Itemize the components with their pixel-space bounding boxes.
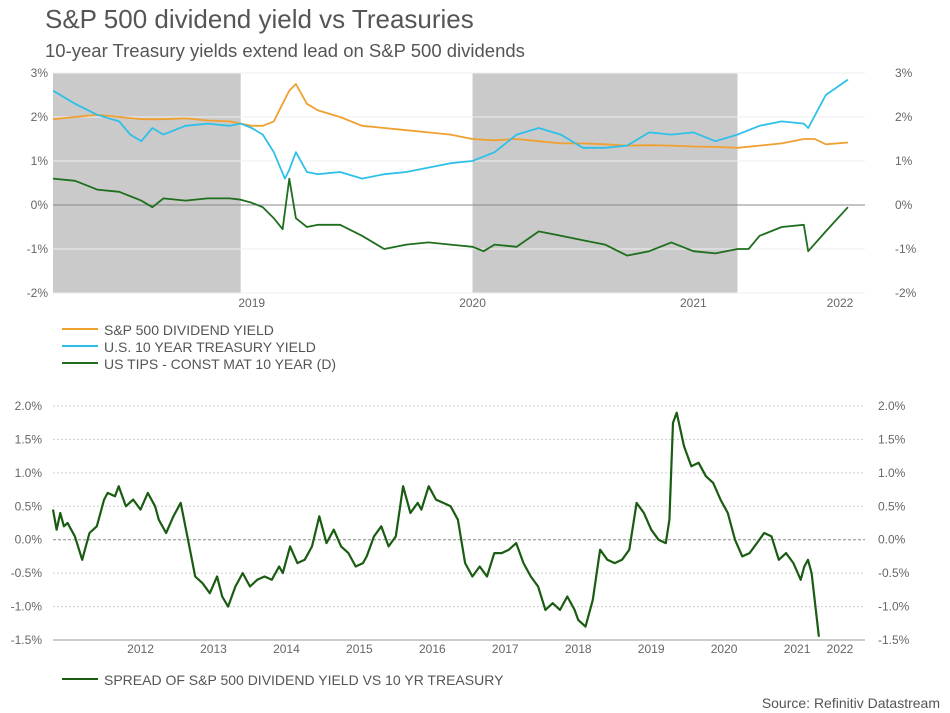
y-tick-label-left: 0.0% xyxy=(15,533,43,547)
legend-label-treasury: U.S. 10 YEAR TREASURY YIELD xyxy=(104,339,316,355)
y-tick-label-left: 0% xyxy=(31,198,49,212)
y-tick-label-right: 1.0% xyxy=(878,466,906,480)
x-tick-label: 2021 xyxy=(784,642,811,656)
y-tick-label-right: -0.5% xyxy=(878,566,910,580)
top-legend: S&P 500 DIVIDEND YIELD U.S. 10 YEAR TREA… xyxy=(62,322,336,373)
y-tick-label-right: -1.0% xyxy=(878,600,910,614)
y-tick-label-right: -2% xyxy=(895,286,917,300)
x-tick-label: 2016 xyxy=(419,642,446,656)
y-tick-label-left: 1% xyxy=(31,154,49,168)
series-line-treasury xyxy=(52,78,849,180)
series-line-spread xyxy=(51,411,820,637)
y-tick-label-right: 1% xyxy=(895,154,913,168)
legend-label-spread: SPREAD OF S&P 500 DIVIDEND YIELD VS 10 Y… xyxy=(104,672,504,688)
shaded-period-1 xyxy=(472,73,738,293)
legend-swatch-dividend xyxy=(62,328,98,331)
x-tick-label: 2018 xyxy=(565,642,592,656)
legend-label-dividend: S&P 500 DIVIDEND YIELD xyxy=(104,322,274,338)
legend-swatch-tips xyxy=(62,362,98,365)
y-tick-label-right: 2.0% xyxy=(878,399,906,413)
y-tick-label-left: -0.5% xyxy=(11,566,43,580)
legend-item-dividend: S&P 500 DIVIDEND YIELD xyxy=(62,322,336,339)
y-tick-label-right: 0.5% xyxy=(878,499,906,513)
y-tick-label-right: 2% xyxy=(895,110,913,124)
x-tick-label: 2017 xyxy=(492,642,519,656)
legend-item-spread: SPREAD OF S&P 500 DIVIDEND YIELD VS 10 Y… xyxy=(62,672,503,689)
x-tick-label: 2012 xyxy=(127,642,154,656)
legend-item-tips: US TIPS - CONST MAT 10 YEAR (D) xyxy=(62,356,336,373)
legend-label-tips: US TIPS - CONST MAT 10 YEAR (D) xyxy=(104,356,337,372)
x-tick-label: 2020 xyxy=(459,296,486,310)
y-tick-label-right: -1% xyxy=(895,242,917,256)
legend-swatch-spread xyxy=(62,678,98,681)
y-tick-label-left: 1.0% xyxy=(15,466,43,480)
legend-swatch-treasury xyxy=(62,345,98,348)
x-tick-label: 2021 xyxy=(680,296,707,310)
x-tick-label: 2014 xyxy=(273,642,300,656)
y-tick-label-right: -1.5% xyxy=(878,633,910,647)
y-tick-label-left: 0.5% xyxy=(15,499,43,513)
chart-subtitle: 10-year Treasury yields extend lead on S… xyxy=(45,40,525,61)
x-tick-label: 2020 xyxy=(711,642,738,656)
series-line-dividend xyxy=(52,83,848,149)
y-tick-label-left: -1.5% xyxy=(11,633,43,647)
y-tick-label-left: 3% xyxy=(31,66,49,80)
y-tick-label-left: -2% xyxy=(27,286,49,300)
x-tick-label: 2022 xyxy=(827,296,854,310)
series-line-tips xyxy=(52,177,849,257)
x-tick-label: 2019 xyxy=(638,642,665,656)
y-tick-label-right: 0% xyxy=(895,198,913,212)
x-tick-label: 2015 xyxy=(346,642,373,656)
y-tick-label-right: 1.5% xyxy=(878,432,906,446)
x-tick-label: 2019 xyxy=(238,296,265,310)
shaded-period-0 xyxy=(53,73,241,293)
y-tick-label-right: 3% xyxy=(895,66,913,80)
chart-title: S&P 500 dividend yield vs Treasuries xyxy=(45,4,474,34)
source-note: Source: Refinitiv Datastream xyxy=(761,695,940,711)
legend-item-treasury: U.S. 10 YEAR TREASURY YIELD xyxy=(62,339,336,356)
y-tick-label-left: 2.0% xyxy=(15,399,43,413)
bottom-legend: SPREAD OF S&P 500 DIVIDEND YIELD VS 10 Y… xyxy=(62,672,503,689)
y-tick-label-left: -1.0% xyxy=(11,600,43,614)
y-tick-label-left: 2% xyxy=(31,110,49,124)
y-tick-label-left: -1% xyxy=(27,242,49,256)
y-tick-label-right: 0.0% xyxy=(878,533,906,547)
x-tick-label: 2013 xyxy=(200,642,227,656)
x-tick-label: 2022 xyxy=(827,642,854,656)
y-tick-label-left: 1.5% xyxy=(15,432,43,446)
